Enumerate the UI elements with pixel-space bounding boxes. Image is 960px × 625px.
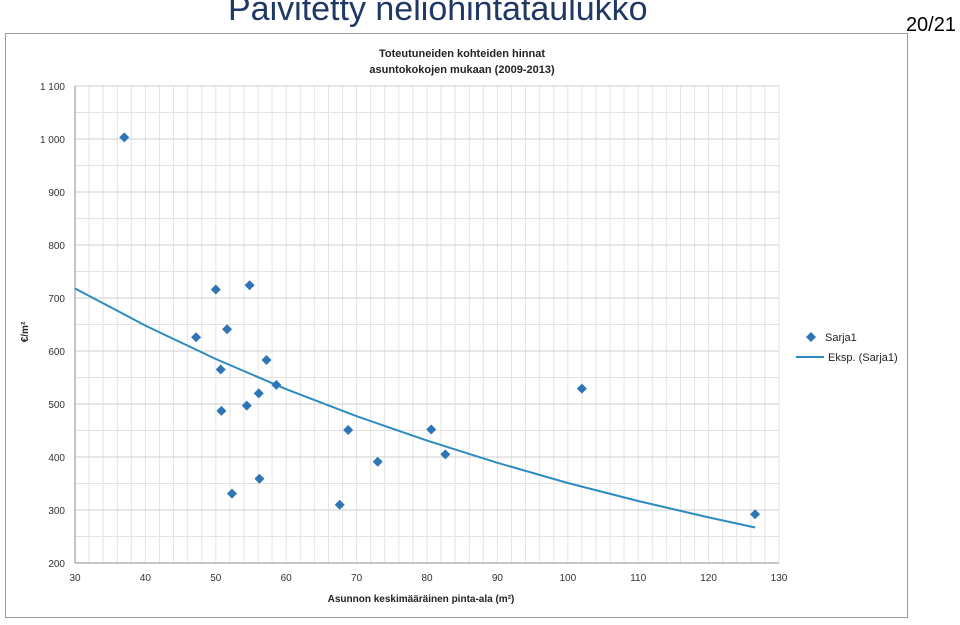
page-number: 20/21 <box>905 14 956 36</box>
y-tick-label: 400 <box>48 453 65 464</box>
y-axis-label: €/m² <box>20 321 31 342</box>
y-tick-label: 700 <box>48 294 65 305</box>
data-point <box>222 324 233 335</box>
slide-title: Päivitetty neliöhintataulukko <box>228 0 648 28</box>
legend-marker-points <box>806 332 816 342</box>
data-marks <box>74 132 761 529</box>
x-tick-label: 30 <box>69 573 81 584</box>
x-tick-label: 70 <box>351 573 363 584</box>
x-tick-label: 80 <box>421 573 433 584</box>
data-point <box>119 132 130 143</box>
data-point <box>343 424 354 435</box>
gridlines <box>74 85 780 564</box>
data-point <box>440 449 451 460</box>
data-point <box>244 280 255 291</box>
data-point <box>426 424 437 435</box>
x-tick-label: 110 <box>630 573 646 584</box>
chart-subtitle: asuntokokojen mukaan (2009-2013) <box>369 64 555 76</box>
data-point <box>576 383 587 394</box>
x-tick-label: 50 <box>210 573 222 584</box>
x-tick-label: 60 <box>281 573 293 584</box>
data-point <box>334 499 345 510</box>
data-point <box>261 355 272 366</box>
legend-label-points: Sarja1 <box>825 332 857 344</box>
x-tick-label: 100 <box>559 573 576 584</box>
data-point <box>750 509 761 520</box>
y-tick-label: 1 100 <box>40 82 65 93</box>
y-axis-ticks: 200 300 400 500 600 700 800 900 1 000 1 100 <box>40 82 65 570</box>
data-point <box>254 473 265 484</box>
x-tick-label: 90 <box>492 573 504 584</box>
y-tick-label: 1 000 <box>40 135 65 146</box>
data-point <box>241 400 252 411</box>
data-point <box>226 488 237 499</box>
data-point <box>191 332 202 343</box>
x-axis-ticks: 30 40 50 60 70 80 90 100 110 120 130 <box>69 573 787 584</box>
x-tick-label: 120 <box>700 573 717 584</box>
y-tick-label: 200 <box>48 559 65 570</box>
data-point <box>216 405 227 416</box>
trendline <box>74 287 756 529</box>
x-tick-label: 40 <box>140 573 152 584</box>
y-tick-label: 300 <box>48 506 65 517</box>
data-point <box>253 388 264 399</box>
y-tick-label: 800 <box>48 241 65 252</box>
x-axis-label: Asunnon keskimääräinen pinta-ala (m²) <box>328 594 515 605</box>
scatter-chart: Toteutuneiden kohteiden hinnat asuntokok… <box>20 48 898 605</box>
data-point <box>271 379 282 390</box>
data-point <box>210 284 221 295</box>
legend-label-trend: Eksp. (Sarja1) <box>828 352 898 364</box>
chart-frame: Toteutuneiden kohteiden hinnat asuntokok… <box>5 33 908 618</box>
x-tick-label: 130 <box>771 573 788 584</box>
y-tick-label: 500 <box>48 400 65 411</box>
legend: Sarja1 Eksp. (Sarja1) <box>796 332 898 364</box>
chart-title: Toteutuneiden kohteiden hinnat <box>379 48 545 60</box>
data-point <box>215 364 226 375</box>
y-tick-label: 900 <box>48 188 65 199</box>
y-tick-label: 600 <box>48 347 65 358</box>
data-point <box>372 456 383 467</box>
